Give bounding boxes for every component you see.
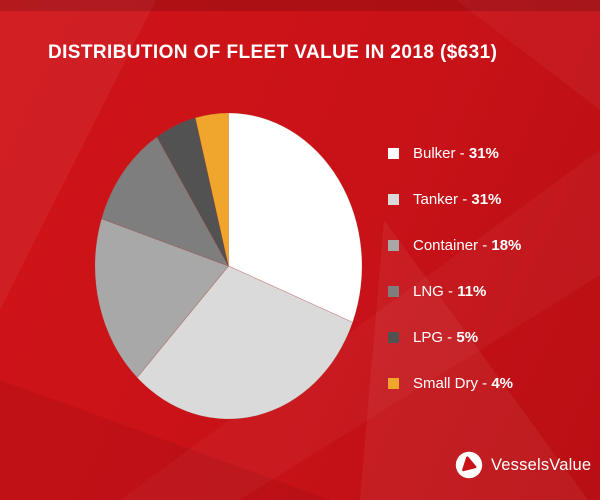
vesselsvalue-play-icon [455, 451, 483, 479]
legend-item-small-dry: Small Dry - 4% [388, 374, 521, 392]
legend-label: LNG - 11% [413, 282, 487, 300]
legend-swatch [388, 147, 399, 159]
legend-label: Container - 18% [413, 236, 522, 254]
pie-slice-container [95, 218, 230, 379]
brand-logo-text: VesselsValue [491, 455, 592, 474]
legend-swatch [388, 331, 399, 343]
legend-label: Bulker - 31% [413, 144, 499, 162]
legend-item-bulker: Bulker - 31% [388, 144, 521, 162]
pie-slice-bulker [228, 113, 362, 323]
legend-label: Tanker - 31% [413, 190, 502, 208]
legend-label: Small Dry - 4% [413, 374, 514, 392]
legend-item-lng: LNG - 11% [388, 282, 521, 300]
legend-item-tanker: Tanker - 31% [388, 190, 521, 208]
pie-slice-tanker [136, 265, 354, 419]
legend-label: LPG - 5% [413, 328, 479, 346]
pie-chart [95, 113, 362, 419]
legend-item-lpg: LPG - 5% [388, 328, 521, 346]
legend-swatch [388, 239, 399, 251]
pie-slice-lng [101, 136, 230, 267]
brand-logo: VesselsValue [455, 451, 591, 479]
legend-item-container: Container - 18% [388, 236, 522, 254]
pie-slice-small-dry [194, 113, 229, 267]
background-top-band [0, 0, 600, 11]
pie-slice-lpg [156, 117, 229, 267]
legend-swatch [388, 285, 399, 297]
legend-swatch [388, 377, 399, 389]
chart-legend: Bulker - 31% Tanker - 31% Container - 18% L… [388, 144, 522, 392]
legend-swatch [388, 193, 399, 205]
chart-title: DISTRIBUTION OF FLEET VALUE IN 2018 ($63… [48, 42, 498, 63]
